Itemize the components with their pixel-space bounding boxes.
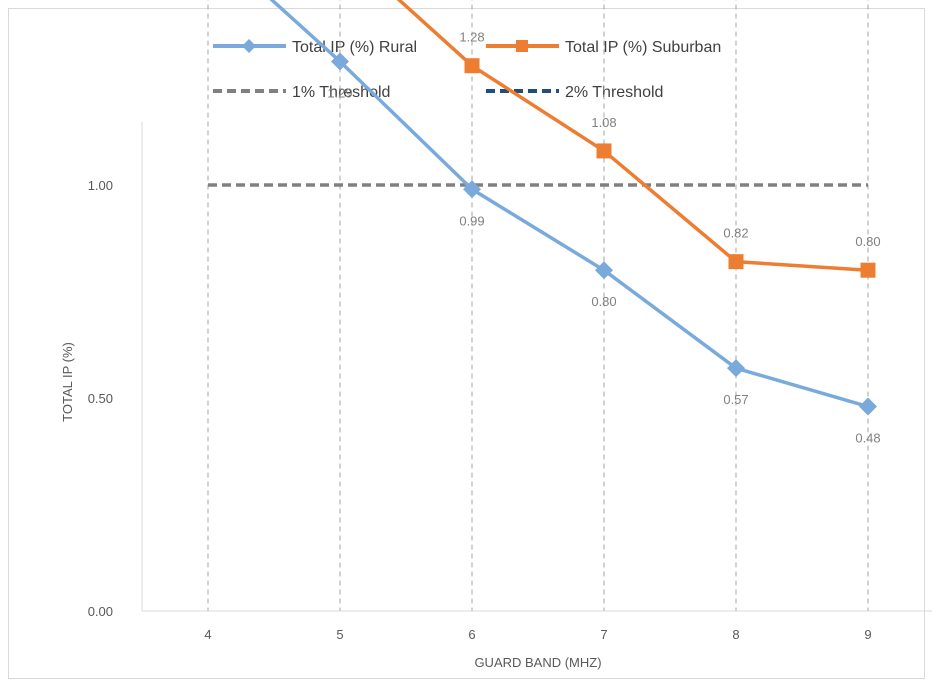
x-tick-label: 7 <box>600 627 607 642</box>
data-point-total-ip-rural <box>727 359 745 378</box>
data-point-total-ip-suburban <box>464 58 480 74</box>
data-label-total-ip-rural: 0.99 <box>459 213 484 228</box>
y-tick-label: 0.50 <box>88 391 113 406</box>
data-point-total-ip-rural <box>463 180 481 199</box>
legend-marker-total-ip-rural <box>242 39 256 53</box>
series-line-total-ip-suburban <box>396 0 869 272</box>
series-line-total-ip-rural <box>269 0 869 409</box>
data-label-total-ip-suburban: 1.28 <box>459 30 484 45</box>
legend-label-total-ip-rural: Total IP (%) Rural <box>292 39 417 56</box>
x-tick-label: 9 <box>864 627 871 642</box>
data-label-total-ip-suburban: 1.08 <box>591 115 616 130</box>
data-label-total-ip-rural: 0.57 <box>723 392 748 407</box>
x-tick-label: 5 <box>336 627 343 642</box>
data-label-total-ip-rural: 0.48 <box>855 431 880 446</box>
legend-label-2-threshold: 2% Threshold <box>565 84 663 101</box>
data-label-total-ip-suburban: 0.80 <box>855 234 880 249</box>
data-label-total-ip-rural: 1.29 <box>327 85 352 100</box>
x-tick-label: 8 <box>732 627 739 642</box>
data-point-total-ip-rural <box>595 261 613 280</box>
legend-label-total-ip-suburban: Total IP (%) Suburban <box>565 39 721 56</box>
y-tick-label: 0.00 <box>88 604 113 619</box>
chart-frame <box>8 8 925 679</box>
x-tick-label: 4 <box>204 627 211 642</box>
data-point-total-ip-suburban <box>728 254 744 270</box>
legend-marker-total-ip-suburban <box>516 40 528 52</box>
data-point-total-ip-suburban <box>860 262 876 278</box>
x-tick-label: 6 <box>468 627 475 642</box>
data-label-total-ip-rural: 0.80 <box>591 294 616 309</box>
y-axis-title: TOTAL IP (%) <box>60 342 75 422</box>
data-label-total-ip-suburban: 0.82 <box>723 226 748 241</box>
plot-area: 0.000.501.001.502.004567891.571.290.990.… <box>88 0 932 642</box>
x-axis-title: GUARD BAND (MHZ) <box>474 655 601 670</box>
data-point-total-ip-suburban <box>596 143 612 159</box>
y-tick-label: 1.00 <box>88 178 113 193</box>
data-point-total-ip-rural <box>331 52 349 71</box>
data-point-total-ip-rural <box>859 397 877 416</box>
